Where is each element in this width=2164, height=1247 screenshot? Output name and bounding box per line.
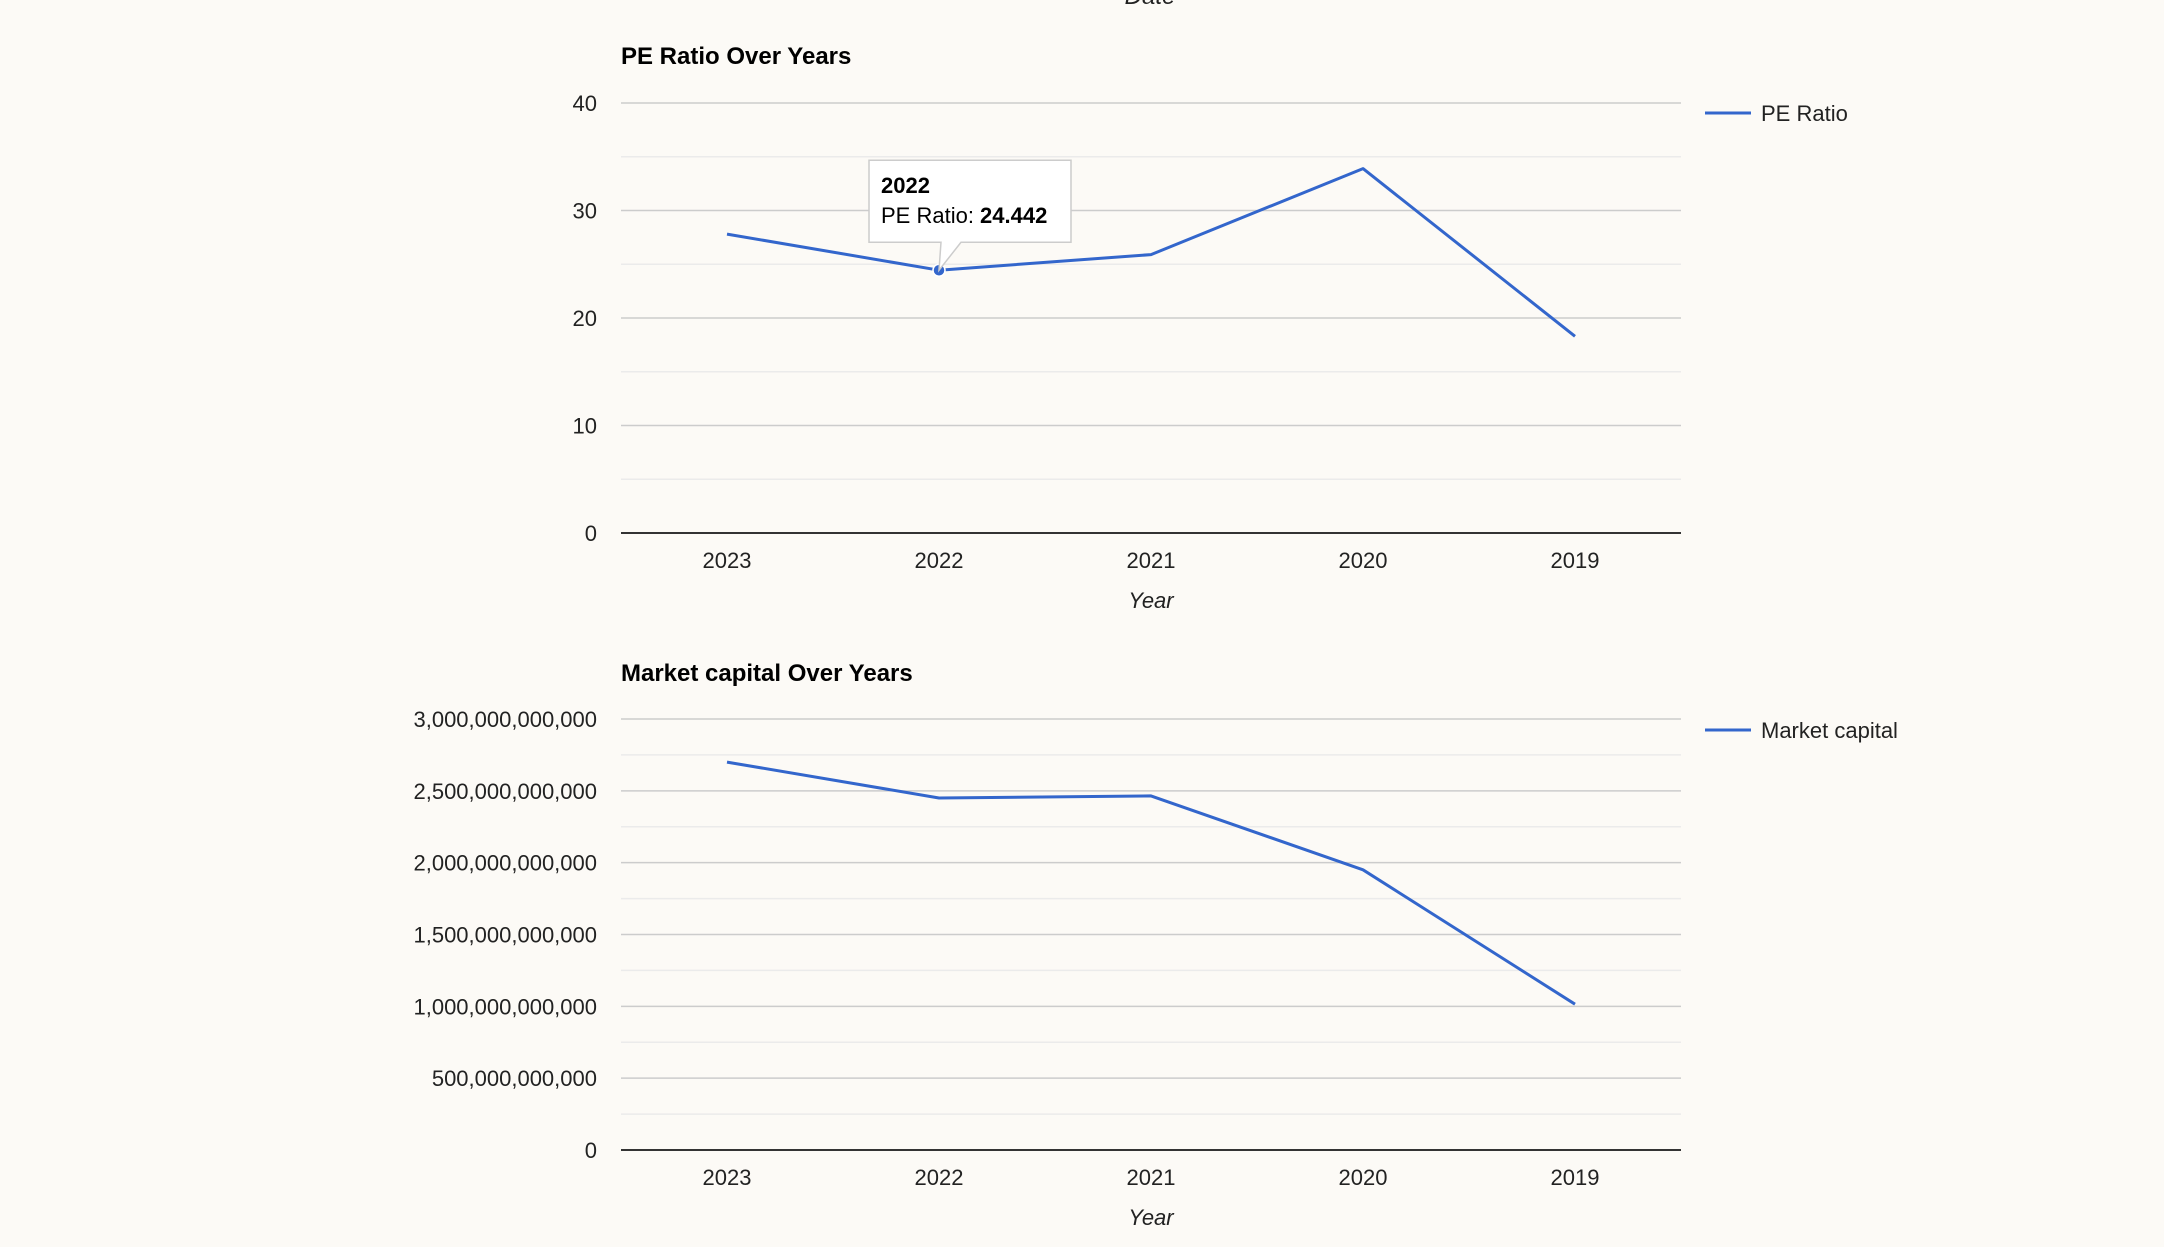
y-tick-label: 30 [573,199,597,224]
y-tick-label: 1,500,000,000,000 [413,923,597,948]
x-tick-label: 2020 [1339,1165,1388,1190]
x-axis-label: Year [1128,588,1175,613]
x-tick-label: 2021 [1127,548,1176,573]
chart-title: PE Ratio Over Years [621,43,851,70]
tooltip-box [868,159,1072,273]
x-tick-label: 2021 [1127,1165,1176,1190]
y-tick-label: 10 [573,414,597,439]
x-tick-label: 2020 [1339,548,1388,573]
legend-label: PE Ratio [1761,101,1848,126]
tooltip-value: 24.442 [980,203,1047,228]
y-tick-label: 2,000,000,000,000 [413,851,597,876]
x-tick-label: 2023 [703,548,752,573]
y-tick-label: 0 [585,1138,597,1163]
y-tick-label: 40 [573,91,597,116]
y-tick-label: 500,000,000,000 [432,1066,597,1091]
y-tick-label: 2,500,000,000,000 [413,779,597,804]
x-tick-label: 2022 [915,548,964,573]
y-tick-label: 1,000,000,000,000 [413,994,597,1019]
x-tick-label: 2019 [1551,1165,1600,1190]
x-tick-label: 2023 [703,1165,752,1190]
y-tick-label: 3,000,000,000,000 [413,707,597,732]
y-tick-label: 0 [585,521,597,546]
top-partial-axis-label: Date [1125,0,1176,10]
x-axis-label: Year [1128,1205,1175,1230]
tooltip-label: PE Ratio: 24.442 [881,203,1047,228]
series-line [726,760,1576,1006]
chart-title: Market capital Over Years [621,660,913,687]
y-tick-label: 20 [573,306,597,331]
x-tick-label: 2019 [1551,548,1600,573]
series-line [726,167,1576,338]
x-tick-label: 2022 [915,1165,964,1190]
legend-label: Market capital [1761,718,1898,743]
tooltip-title: 2022 [881,173,930,198]
